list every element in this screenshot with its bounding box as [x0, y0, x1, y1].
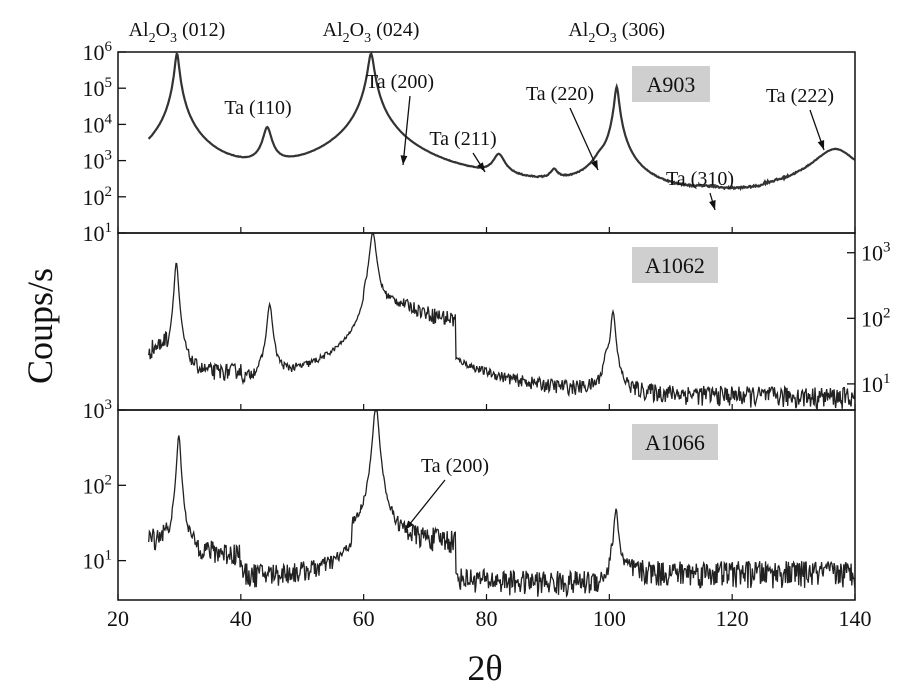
y-tick-label: 106: [83, 39, 113, 65]
series-line: [148, 410, 856, 599]
top-labels: Al2O3 (012) Al2O3 (024) Al2O3 (306): [129, 19, 666, 46]
panel-frame: [117, 232, 856, 411]
panel-a1066: 103 102 101 A1066 Ta (200): [83, 397, 856, 601]
y-tick-label: 103: [861, 240, 891, 266]
annotation-arrow: [569, 107, 599, 171]
arrow-head: [405, 520, 414, 530]
x-tick-label: 140: [839, 606, 872, 631]
arrow-head: [817, 140, 825, 150]
x-axis-label: 2θ: [467, 648, 502, 688]
x-tick-label: 60: [353, 606, 375, 631]
y-tick-label: 105: [83, 75, 113, 101]
panel-badge-label: A1062: [645, 253, 705, 278]
annotation-arrow: [404, 479, 446, 531]
substrate-peak-label: Al2O3 (012): [129, 19, 226, 46]
series-line: [147, 51, 856, 191]
y-tick-label: 102: [861, 305, 891, 331]
arrow-head: [591, 160, 598, 170]
peak-annotation: Ta (222): [766, 85, 834, 107]
panel-badge: [632, 424, 718, 460]
panel-badge: [632, 247, 718, 283]
x-tick-label: 100: [593, 606, 626, 631]
x-axis: 20 40 60 80 100 120 140: [107, 606, 872, 631]
substrate-peak-label: Al2O3 (306): [568, 19, 665, 46]
peak-annotation: Ta (211): [429, 128, 496, 150]
panel-badge: [632, 66, 710, 102]
peak-annotation: Ta (200): [366, 71, 434, 93]
arrow-head: [400, 155, 408, 165]
panel-badge-label: A903: [647, 72, 696, 97]
y-axis-label: Coups/s: [20, 268, 60, 384]
peak-annotation: Ta (110): [224, 97, 291, 119]
x-tick-label: 80: [476, 606, 498, 631]
y-tick-label: 102: [83, 472, 113, 498]
y-tick-label: 101: [83, 220, 113, 246]
arrow-head: [477, 162, 485, 172]
y-tick-label: 103: [83, 148, 113, 174]
x-tick-label: 40: [230, 606, 252, 631]
x-tick-label: 120: [716, 606, 749, 631]
substrate-peak-label: Al2O3 (024): [323, 19, 420, 46]
panel-a903: 106 105 104 103 102 101 A903 Ta (110) Ta (200) Ta…: [83, 39, 856, 246]
y-tick-label: 101: [83, 548, 113, 574]
peak-annotation: Ta (220): [526, 83, 594, 105]
arrow-head: [709, 200, 716, 210]
x-tick-label: 20: [107, 606, 129, 631]
y-tick-label: 104: [83, 111, 113, 137]
y-tick-label: 103: [83, 397, 113, 423]
peak-annotation: Ta (200): [421, 455, 489, 477]
y-tick-label: 102: [83, 184, 113, 210]
panel-a1062: 103 102 101 A1062: [117, 232, 891, 411]
panel-badge-label: A1066: [645, 430, 705, 455]
y-tick-label: 101: [861, 371, 891, 397]
annotation-arrow: [402, 95, 411, 166]
panel-frame: [117, 409, 856, 601]
series-line: [148, 233, 856, 411]
peak-annotation: Ta (310): [666, 168, 734, 190]
